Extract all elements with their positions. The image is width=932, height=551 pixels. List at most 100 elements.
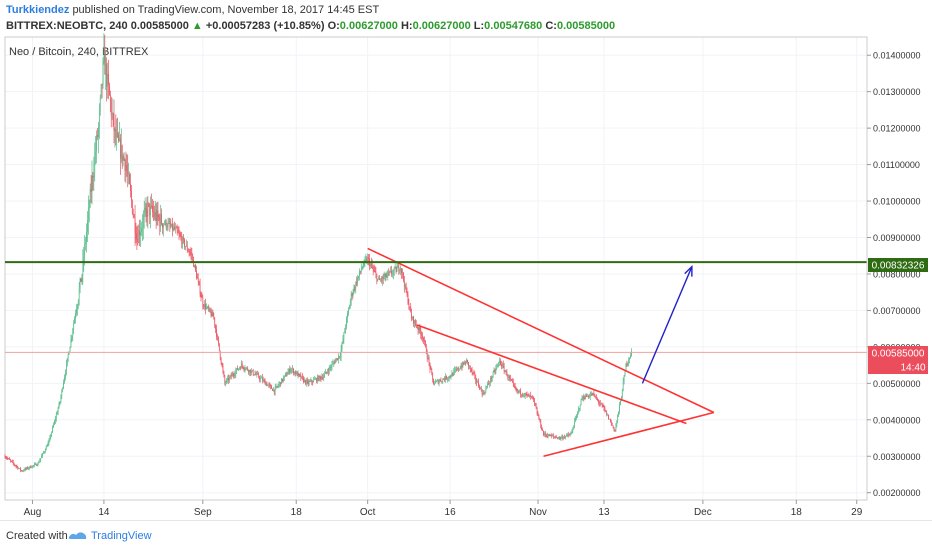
candle-body-568 [524,393,526,396]
candle-413 [382,273,384,285]
candle-94 [90,175,92,203]
candle-297 [276,386,278,388]
candle-668 [616,420,618,428]
price-axis[interactable]: 0.01400000 0.01300000 0.01200000 0.01100000… [867,51,921,498]
candle-360 [334,359,336,365]
candle-63 [62,386,64,393]
candle-body-50 [50,435,52,437]
candle-body-575 [531,396,532,398]
candle-216 [202,294,204,310]
candle-body-150 [142,226,143,229]
candle-105 [100,83,102,100]
candle-body-287 [267,384,269,386]
candle-body-616 [568,435,570,436]
candle-178 [167,217,169,231]
candle-body-259 [241,363,243,366]
candle-54 [54,419,55,426]
candle-183 [172,217,173,237]
candle-body-185 [174,227,175,230]
candle-body-172 [162,223,163,228]
candle-145 [137,225,139,246]
tradingview-link[interactable]: TradingView [91,530,152,542]
candle-body-573 [529,395,531,397]
candle-642 [592,392,594,396]
candle-body-377 [349,300,351,307]
price-tick-label-0: 0.01400000 [873,51,921,61]
candle-245 [229,375,230,384]
candle-556 [513,383,515,388]
candle-329 [305,378,307,387]
candle-body-679 [626,363,628,366]
candle-body-404 [374,270,376,273]
candle-28 [30,465,31,469]
candle-body-515 [476,380,478,383]
candle-body-652 [601,403,603,405]
candle-body-541 [500,360,501,365]
candle-body-658 [607,414,608,416]
candle-body-473 [437,380,439,384]
candle-195 [183,233,184,244]
candle-518 [479,384,480,391]
candle-123 [117,117,118,138]
candle-103 [98,103,100,140]
candle-546 [504,370,506,373]
price-chart[interactable]: Neo / Bitcoin, 240, BITTREX 0.014000000.… [0,0,932,520]
candle-448 [414,318,416,327]
candle-483 [446,377,448,383]
candle-184 [173,223,174,232]
candle-body-637 [588,396,589,398]
candle-body-496 [458,368,460,370]
author-link[interactable]: Turkkiendez [6,4,70,16]
candle-body-318 [295,372,297,375]
candle-442 [409,306,411,311]
candle-body-613 [566,434,567,437]
time-axis[interactable]: Aug 14 Sep 18 Oct 16 Nov 13 Dec 18 29 [24,500,863,518]
candle-87 [84,235,86,266]
candle-675 [622,377,624,392]
candle-body-302 [281,378,282,385]
candle-body-589 [544,433,545,435]
candle-body-446 [413,316,414,324]
candle-683 [630,352,631,359]
candle-198 [185,239,187,247]
candle-420 [389,270,390,276]
candle-223 [208,306,210,313]
candle-body-82 [79,278,81,289]
time-tick-label-5: 16 [445,507,457,518]
candle-127 [120,128,122,164]
candle-575 [531,395,532,399]
candle-body-619 [571,431,573,434]
candle-body-273 [254,374,256,375]
candle-body-197 [185,246,186,248]
candle-476 [440,377,442,382]
candle-body-534 [493,370,495,373]
candle-body-317 [294,371,296,375]
candle-body-304 [283,377,284,381]
candle-6 [10,458,11,463]
candle-body-23 [25,468,27,470]
candle-body-609 [562,436,564,439]
candle-544 [502,360,504,368]
candle-676 [623,374,625,385]
candle-102 [98,122,99,154]
candle-0 [4,454,6,459]
time-tick-label-7: 13 [598,507,610,518]
candle-126 [120,134,121,175]
candle-body-486 [449,376,451,377]
candle-body-201 [188,251,190,253]
candle-body-351 [326,371,327,373]
candle-498 [460,362,462,370]
candle-body-660 [609,418,610,420]
candle-576 [532,395,533,400]
candle-body-107 [102,60,104,85]
candle-219 [205,298,206,315]
candle-body-532 [491,376,493,380]
candle-164 [154,200,156,222]
candle-469 [434,380,435,386]
candle-body-252 [235,370,237,375]
candle-body-372 [345,326,347,331]
candle-434 [402,268,403,279]
candle-580 [535,402,537,410]
candle-body-350 [325,371,326,374]
candle-488 [451,369,453,377]
